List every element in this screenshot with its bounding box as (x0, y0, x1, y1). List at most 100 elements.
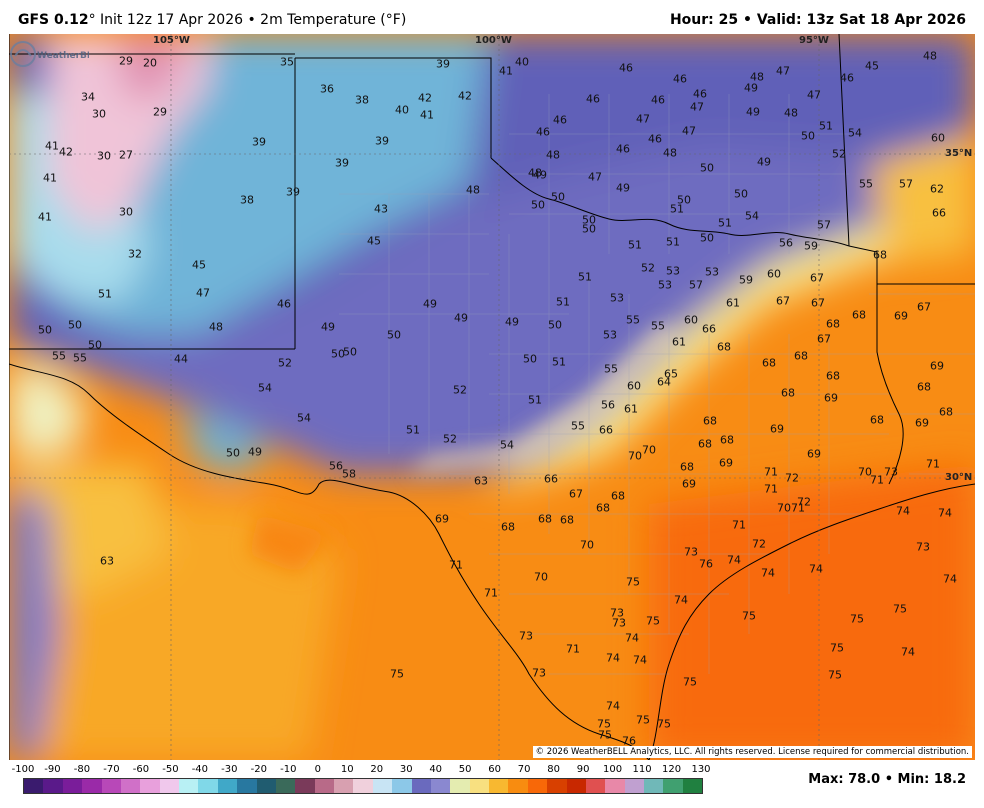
scale-tick: 60 (488, 764, 502, 775)
scale-swatch (682, 779, 703, 793)
temp-label: 70 (777, 501, 791, 515)
scale-tick: -100 (11, 764, 35, 775)
scale-swatch (489, 779, 509, 793)
valid-value: 13z Sat 18 Apr 2026 (806, 12, 966, 28)
temp-label: 70 (580, 538, 594, 552)
temp-label: 72 (797, 495, 811, 509)
temp-label: 63 (100, 554, 114, 568)
scale-tick: 30 (399, 764, 413, 775)
temp-label: 46 (553, 113, 567, 127)
scale-swatch (159, 779, 179, 793)
copyright-notice: © 2026 WeatherBELL Analytics, LLC. All r… (532, 746, 972, 758)
valid-time: Hour: 25 • Valid: 13z Sat 18 Apr 2026 (670, 12, 966, 28)
temp-label: 51 (406, 423, 420, 437)
temp-label: 56 (329, 459, 343, 473)
temp-label: 50 (548, 318, 562, 332)
temp-label: 67 (810, 271, 824, 285)
temp-label: 29 (153, 105, 167, 119)
scale-swatch (547, 779, 567, 793)
temp-label: 49 (248, 445, 262, 459)
temp-label: 68 (538, 512, 552, 526)
temp-label: 75 (626, 575, 640, 589)
scale-tick: 50 (458, 764, 472, 775)
temp-label: 50 (387, 328, 401, 342)
temp-label: 46 (648, 132, 662, 146)
temp-label: 74 (761, 566, 775, 580)
temp-label: 50 (531, 198, 545, 212)
temp-label: 64 (657, 375, 671, 389)
temp-label: 50 (551, 190, 565, 204)
scale-swatch (295, 779, 315, 793)
temp-label: 41 (38, 210, 52, 224)
temp-label: 51 (98, 287, 112, 301)
temp-label: 55 (73, 351, 87, 365)
max-value: 78.0 (848, 772, 881, 787)
temp-label: 50 (700, 161, 714, 175)
max-label: Max: (808, 772, 844, 787)
temp-label: 68 (870, 413, 884, 427)
scale-tick: -80 (73, 764, 91, 775)
temp-label: 53 (658, 278, 672, 292)
temp-label: 59 (739, 273, 753, 287)
temp-label: 72 (785, 471, 799, 485)
county-lines (339, 94, 975, 675)
scale-tick: 120 (661, 764, 682, 775)
scale-tick: -60 (132, 764, 150, 775)
temp-label: 71 (764, 465, 778, 479)
temp-label: 74 (809, 562, 823, 576)
temp-label: 53 (603, 328, 617, 342)
map-title: GFS 0.12° Init 12z 17 Apr 2026 • 2m Temp… (18, 12, 406, 28)
scale-swatch (644, 779, 664, 793)
temp-label: 68 (917, 380, 931, 394)
temp-label: 67 (811, 296, 825, 310)
temp-label: 50 (38, 323, 52, 337)
temp-label: 44 (174, 352, 188, 366)
temp-label: 61 (624, 402, 638, 416)
temp-label: 42 (418, 91, 432, 105)
temp-label: 74 (606, 651, 620, 665)
temp-label: 51 (670, 202, 684, 216)
scale-tick: -20 (250, 764, 267, 775)
temp-label: 71 (732, 518, 746, 532)
temp-label: 49 (757, 155, 771, 169)
temp-label: 38 (355, 93, 369, 107)
temp-label: 46 (840, 71, 854, 85)
init-and-field: ° Init 12z 17 Apr 2026 • 2m Temperature … (88, 12, 407, 28)
scale-tick: -30 (221, 764, 238, 775)
temp-label: 48 (546, 148, 560, 162)
temp-label: 58 (342, 467, 356, 481)
scale-swatch (508, 779, 528, 793)
temp-label: 46 (536, 125, 550, 139)
temp-label: 57 (689, 278, 703, 292)
scale-tick: -50 (162, 764, 179, 775)
lon-100-label: 100°W (475, 35, 512, 46)
temp-label: 54 (258, 381, 272, 395)
temp-label: 73 (612, 616, 626, 630)
scale-tick: 110 (632, 764, 652, 775)
temp-label: 50 (582, 222, 596, 236)
temp-label: 71 (484, 586, 498, 600)
temp-label: 69 (894, 309, 908, 323)
scale-swatch (314, 779, 334, 793)
temp-label: 50 (734, 187, 748, 201)
temp-label: 57 (817, 218, 831, 232)
temp-label: 27 (119, 148, 133, 162)
temp-label: 43 (374, 202, 388, 216)
scale-tick: 40 (429, 764, 443, 775)
temp-label: 74 (901, 645, 915, 659)
temperature-map[interactable]: 105°W 100°W 95°W 35°N 30°N 29 20 35 39 41 40 4… (9, 34, 975, 760)
temp-label: 75 (893, 602, 907, 616)
scale-swatch (527, 779, 548, 793)
temp-label: 55 (859, 177, 873, 191)
temp-label: 57 (899, 177, 913, 191)
temp-label: 51 (552, 355, 566, 369)
temp-label: 49 (454, 311, 468, 325)
temp-label: 69 (930, 359, 944, 373)
temp-label: 49 (616, 181, 630, 195)
temp-label: 70 (642, 443, 656, 457)
temp-label: 68 (873, 248, 887, 262)
temp-label: 50 (226, 446, 240, 460)
temp-label: 32 (128, 247, 142, 261)
temp-label: 52 (641, 261, 655, 275)
temp-label: 76 (622, 734, 636, 748)
